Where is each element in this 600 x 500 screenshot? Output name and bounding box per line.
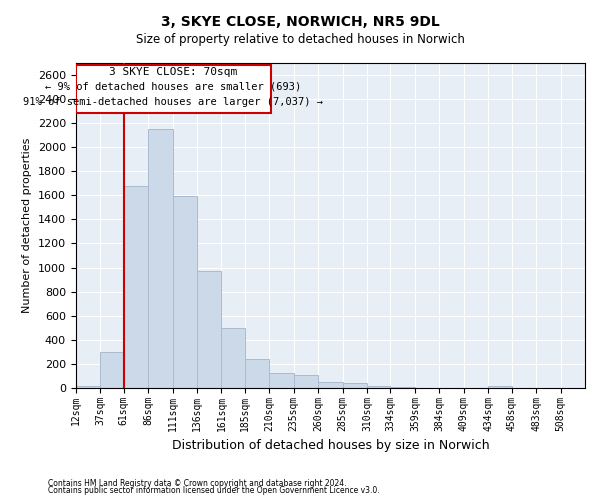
- Y-axis label: Number of detached properties: Number of detached properties: [22, 138, 32, 313]
- Bar: [197, 271, 221, 388]
- Bar: [318, 382, 343, 388]
- Bar: [245, 360, 269, 388]
- Text: 3 SKYE CLOSE: 70sqm: 3 SKYE CLOSE: 70sqm: [109, 67, 238, 77]
- Text: 91% of semi-detached houses are larger (7,037) →: 91% of semi-detached houses are larger (…: [23, 97, 323, 107]
- Bar: [124, 186, 148, 388]
- Text: Contains public sector information licensed under the Open Government Licence v3: Contains public sector information licen…: [48, 486, 380, 495]
- Bar: [100, 352, 124, 389]
- Bar: [221, 328, 245, 388]
- Text: ← 9% of detached houses are smaller (693): ← 9% of detached houses are smaller (693…: [46, 82, 302, 92]
- Bar: [269, 372, 294, 388]
- Bar: [367, 386, 391, 388]
- Text: 3, SKYE CLOSE, NORWICH, NR5 9DL: 3, SKYE CLOSE, NORWICH, NR5 9DL: [161, 15, 439, 29]
- Text: Size of property relative to detached houses in Norwich: Size of property relative to detached ho…: [136, 32, 464, 46]
- Bar: [173, 196, 197, 388]
- Bar: [294, 375, 318, 388]
- Bar: [343, 384, 367, 388]
- Text: Contains HM Land Registry data © Crown copyright and database right 2024.: Contains HM Land Registry data © Crown c…: [48, 478, 347, 488]
- Bar: [76, 65, 271, 113]
- X-axis label: Distribution of detached houses by size in Norwich: Distribution of detached houses by size …: [172, 440, 489, 452]
- Bar: [148, 129, 173, 388]
- Bar: [488, 386, 512, 388]
- Bar: [76, 386, 100, 388]
